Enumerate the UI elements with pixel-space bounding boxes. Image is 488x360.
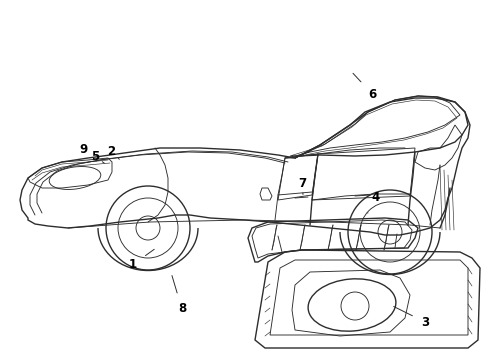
Text: 7: 7 <box>298 177 305 194</box>
Text: 3: 3 <box>393 306 428 329</box>
Text: 5: 5 <box>91 150 104 163</box>
Text: 9: 9 <box>79 143 97 161</box>
Text: 6: 6 <box>352 73 376 101</box>
Text: 1: 1 <box>129 249 154 271</box>
Text: 2: 2 <box>107 145 119 159</box>
Text: 8: 8 <box>172 275 185 315</box>
Text: 4: 4 <box>367 191 379 213</box>
